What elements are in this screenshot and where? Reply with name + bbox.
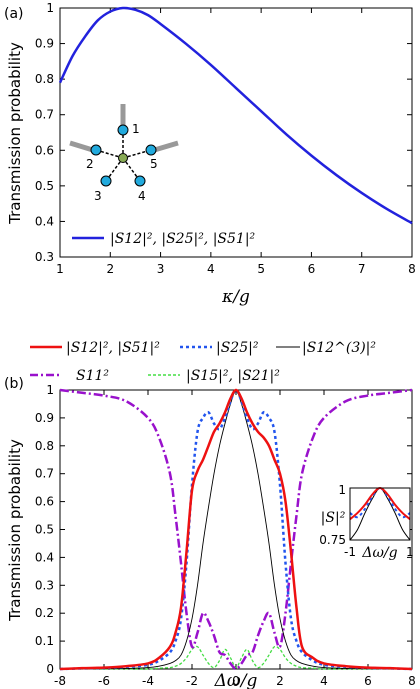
inset-xtick-left: -1 xyxy=(344,545,356,559)
b-xtick-label-8: 8 xyxy=(408,674,416,688)
b-xtick-label-0: -8 xyxy=(54,674,66,688)
inset-ytick-bottom: 0.75 xyxy=(319,533,346,547)
b-series-line-1 xyxy=(59,388,413,671)
inset-xtick-right: 1 xyxy=(406,545,414,559)
node-2-label: 2 xyxy=(86,157,94,171)
b-xtick-label-2: -4 xyxy=(142,674,154,688)
node-2 xyxy=(90,144,102,156)
node-5-label: 5 xyxy=(150,157,158,171)
panel-b-x-ticks: -8 -6 -4 -2 0 2 4 6 8 xyxy=(54,390,416,688)
inset-b: 1 0.75 |S|² -1 1 Δω/g xyxy=(319,483,414,561)
b-ytick-label-0: 0 xyxy=(46,662,54,676)
panel-b-y-ticks: 0 0.1 0.2 0.3 0.4 0.5 0.6 0.7 0.8 0.9 1 xyxy=(35,383,412,676)
legend-b: |S12|², |S51|² |S25|² |S12^(3)|² S11² |S… xyxy=(30,340,376,384)
b-ytick-label-5: 0.5 xyxy=(35,523,54,537)
panel-a-y-ticks: 0.3 0.4 0.5 0.6 0.7 0.8 0.9 1 xyxy=(35,1,412,264)
panel-a-x-axis-label: κ/g xyxy=(221,287,250,307)
a-xtick-label-2: 3 xyxy=(157,262,165,276)
panel-b-y-axis-label: Transmission probability xyxy=(6,439,24,622)
node-1-label: 1 xyxy=(132,122,140,136)
panel-a-y-axis-label: Transmission probability xyxy=(6,42,24,225)
b-ytick-label-8: 0.8 xyxy=(35,439,54,453)
a-ytick-label-1: 0.4 xyxy=(35,214,54,228)
b-ytick-label-10: 1 xyxy=(46,383,54,397)
b-series-line-0 xyxy=(59,388,413,671)
panel-a-label: (a) xyxy=(4,6,24,22)
panel-b-x-axis-label: Δω/g xyxy=(214,671,258,689)
a-ytick-label-6: 0.9 xyxy=(35,37,54,51)
inset-frame xyxy=(349,487,411,541)
center-node xyxy=(118,153,128,163)
node-1 xyxy=(117,124,129,136)
inset-y-label: |S|² xyxy=(321,510,346,526)
b-ytick-label-6: 0.6 xyxy=(35,495,54,509)
network-inset: 1 2 3 4 5 xyxy=(69,104,179,203)
b-xtick-label-6: 4 xyxy=(320,674,328,688)
panel-b-series xyxy=(59,388,413,671)
b-xtick-label-7: 6 xyxy=(364,674,372,688)
node-4 xyxy=(134,175,146,187)
panel-b-label: (b) xyxy=(4,376,24,392)
legend-s25-label: |S25|² xyxy=(216,340,259,356)
b-ytick-label-7: 0.7 xyxy=(35,467,54,481)
inset-ytick-top: 1 xyxy=(338,483,346,497)
a-ytick-label-2: 0.5 xyxy=(35,179,54,193)
node-4-label: 4 xyxy=(138,189,146,203)
legend-s12-label: |S12|², |S51|² xyxy=(66,340,160,356)
b-xtick-label-5: 2 xyxy=(276,674,284,688)
node-3-label: 3 xyxy=(94,189,102,203)
legend-s15-label: |S15|², |S21|² xyxy=(186,368,280,384)
b-xtick-label-1: -6 xyxy=(98,674,110,688)
a-xtick-label-6: 7 xyxy=(358,262,366,276)
a-series-line-0 xyxy=(58,6,413,225)
a-ytick-label-0: 0.3 xyxy=(35,250,54,264)
legend-a-label: |S12|², |S25|², |S51|² xyxy=(110,231,256,247)
b-ytick-label-1: 0.1 xyxy=(35,634,54,648)
inset-series-line-1 xyxy=(349,486,411,519)
a-xtick-label-1: 2 xyxy=(106,262,114,276)
node-5 xyxy=(145,144,157,156)
node-3 xyxy=(100,175,112,187)
a-ytick-label-5: 0.8 xyxy=(35,72,54,86)
legend-s12-3-label: |S12^(3)|² xyxy=(302,340,376,356)
b-ytick-label-3: 0.3 xyxy=(35,578,54,592)
b-series-line-3 xyxy=(59,388,413,671)
b-ytick-label-2: 0.2 xyxy=(35,606,54,620)
a-ytick-label-3: 0.6 xyxy=(35,143,54,157)
b-ytick-label-4: 0.4 xyxy=(35,550,54,564)
b-ytick-label-9: 0.9 xyxy=(35,411,54,425)
a-xtick-label-4: 5 xyxy=(257,262,265,276)
panel-a-series xyxy=(58,6,413,225)
inset-x-label: Δω/g xyxy=(361,545,397,561)
a-xtick-label-3: 4 xyxy=(207,262,215,276)
b-series-line-4 xyxy=(60,645,412,670)
panel-a-frame xyxy=(59,7,413,258)
panel-a-x-ticks: 1 2 3 4 5 6 7 8 xyxy=(56,8,416,276)
a-ytick-label-7: 1 xyxy=(46,1,54,15)
a-ytick-label-4: 0.7 xyxy=(35,108,54,122)
a-xtick-label-7: 8 xyxy=(408,262,416,276)
b-xtick-label-3: -2 xyxy=(186,674,198,688)
b-xtick-label-4: 0 xyxy=(232,674,240,688)
a-xtick-label-5: 6 xyxy=(308,262,316,276)
a-xtick-label-0: 1 xyxy=(56,262,64,276)
legend-s11-label: S11² xyxy=(76,368,109,384)
